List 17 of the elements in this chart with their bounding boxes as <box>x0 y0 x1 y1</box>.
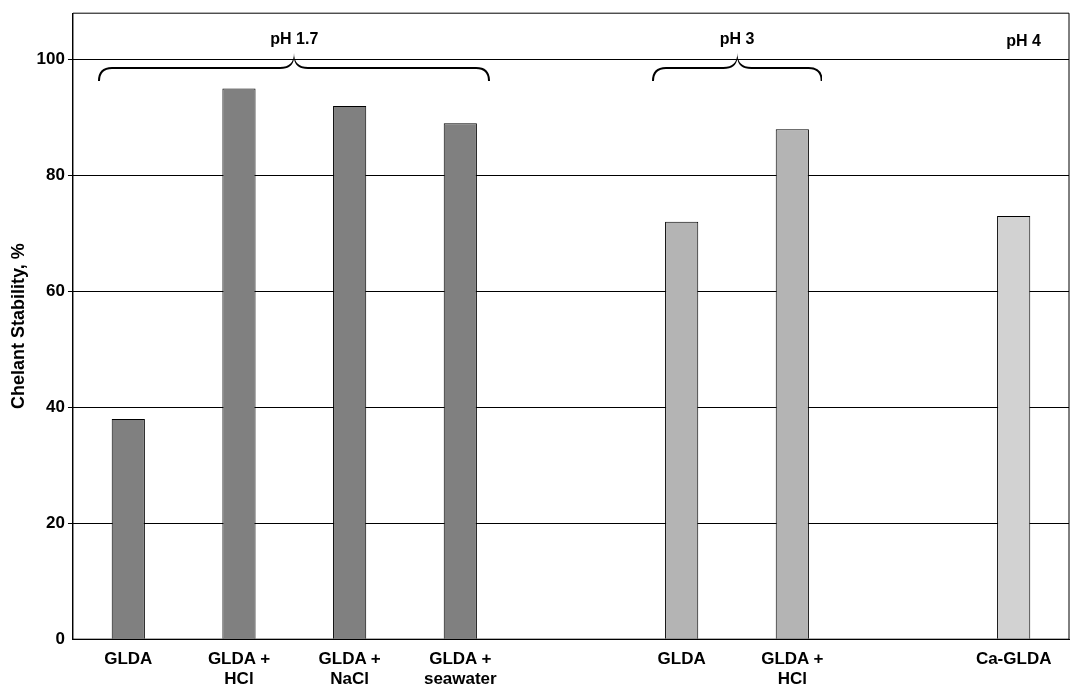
x-tick-label: GLDA + HCl <box>207 649 271 689</box>
x-tick-label: GLDA + HCl <box>761 649 824 689</box>
x-tick-label: Ca-GLDA <box>975 649 1052 669</box>
x-tick-label: GLDA + seawater <box>423 649 498 689</box>
y-tick-label: 60 <box>46 281 65 301</box>
annotation: pH 1.7 <box>270 30 319 48</box>
x-tick-label: GLDA <box>657 649 706 669</box>
annotation: pH 4 <box>1006 32 1042 50</box>
y-tick-label: 20 <box>46 512 65 532</box>
x-tick-label: GLDA <box>104 649 153 669</box>
y-tick-label: 40 <box>46 397 65 417</box>
y-tick-label: 100 <box>36 49 65 69</box>
annotation: pH 3 <box>719 30 755 48</box>
y-tick-label: 80 <box>46 165 65 185</box>
x-tick-label: GLDA + NaCl <box>318 649 381 689</box>
y-tick-label: 0 <box>55 628 65 648</box>
y-axis-title: Chelant Stability, % <box>7 243 28 410</box>
